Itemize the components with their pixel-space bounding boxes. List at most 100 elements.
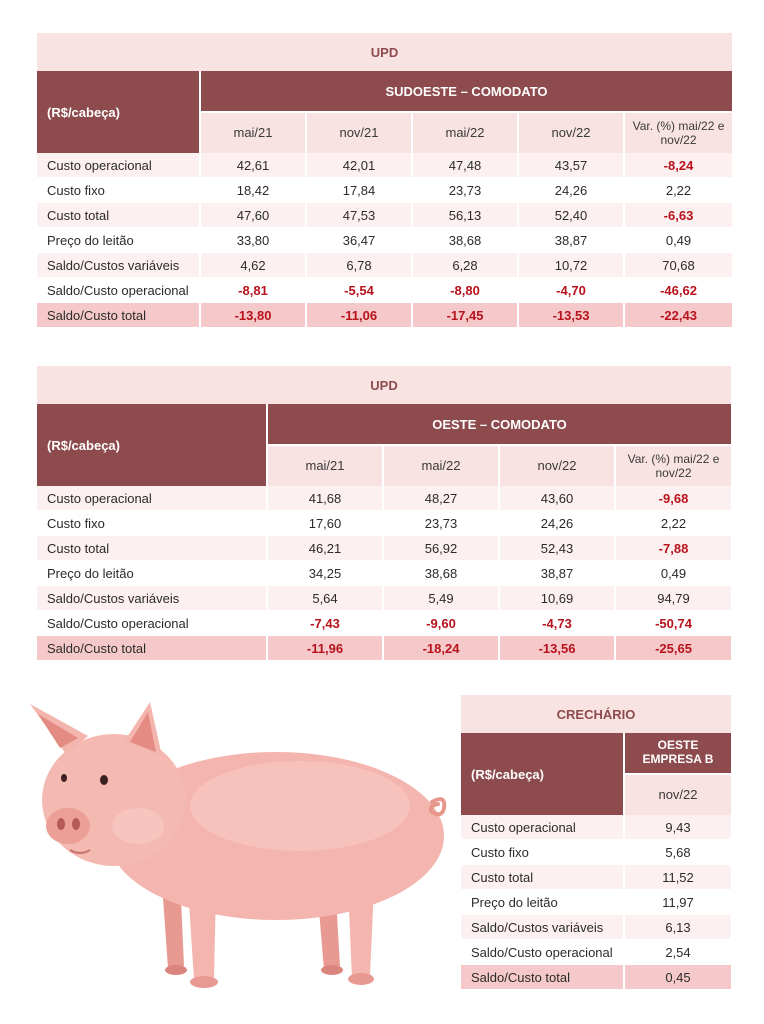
table-row: Saldo/Custo total -13,80 -11,06 -17,45 -13,5… bbox=[37, 303, 732, 328]
table-row: Saldo/Custo total 0,45 bbox=[461, 965, 731, 990]
cell-value: 56,92 bbox=[384, 536, 500, 561]
row-label: Custo operacional bbox=[461, 815, 625, 840]
table-row: Custo operacional 42,61 42,01 47,48 43,57 -8,… bbox=[37, 153, 732, 178]
row-label: Saldo/Custo operacional bbox=[37, 278, 201, 303]
row-label: Saldo/Custos variáveis bbox=[37, 253, 201, 278]
table-row: Saldo/Custos variáveis 4,62 6,78 6,28 10,72 7… bbox=[37, 253, 732, 278]
cell-value: -46,62 bbox=[625, 278, 732, 303]
cell-value: 34,25 bbox=[268, 561, 384, 586]
column-header: Var. (%) mai/22 e nov/22 bbox=[625, 111, 732, 153]
table-row: Saldo/Custo operacional -8,81 -5,54 -8,80 -4… bbox=[37, 278, 732, 303]
region-header: OESTE EMPRESA B bbox=[625, 733, 731, 773]
cell-value: 47,53 bbox=[307, 203, 413, 228]
cell-value: 11,52 bbox=[625, 865, 731, 890]
row-label: Saldo/Custo total bbox=[37, 303, 201, 328]
cell-value: -6,63 bbox=[625, 203, 732, 228]
cell-value: 0,49 bbox=[625, 228, 732, 253]
cell-value: 47,48 bbox=[413, 153, 519, 178]
cell-value: 11,97 bbox=[625, 890, 731, 915]
table-row: Custo total 47,60 47,53 56,13 52,40 -6,63 bbox=[37, 203, 732, 228]
cell-value: -8,81 bbox=[201, 278, 307, 303]
cell-value: -4,70 bbox=[519, 278, 625, 303]
row-label: Preço do leitão bbox=[37, 228, 201, 253]
cell-value: -50,74 bbox=[616, 611, 731, 636]
cell-value: 0,49 bbox=[616, 561, 731, 586]
pig-illustration bbox=[30, 702, 447, 988]
cell-value: 4,62 bbox=[201, 253, 307, 278]
cell-value: -13,56 bbox=[500, 636, 616, 661]
cell-value: 10,72 bbox=[519, 253, 625, 278]
row-label: Preço do leitão bbox=[461, 890, 625, 915]
cell-value: 48,27 bbox=[384, 486, 500, 511]
row-label: Custo total bbox=[37, 203, 201, 228]
cell-value: 42,01 bbox=[307, 153, 413, 178]
cell-value: 46,21 bbox=[268, 536, 384, 561]
cell-value: 23,73 bbox=[384, 511, 500, 536]
row-label: Saldo/Custo operacional bbox=[461, 940, 625, 965]
cell-value: -25,65 bbox=[616, 636, 731, 661]
table-row: Preço do leitão 33,80 36,47 38,68 38,87 0,49 bbox=[37, 228, 732, 253]
cell-value: -11,96 bbox=[268, 636, 384, 661]
cell-value: 6,13 bbox=[625, 915, 731, 940]
cell-value: 24,26 bbox=[519, 178, 625, 203]
cell-value: 36,47 bbox=[307, 228, 413, 253]
table-title: UPD bbox=[37, 366, 731, 404]
column-header: nov/22 bbox=[625, 773, 731, 815]
cell-value: 38,87 bbox=[519, 228, 625, 253]
cell-value: -13,80 bbox=[201, 303, 307, 328]
crechario-table: CRECHÁRIO (R$/cabeça) OESTE EMPRESA B no… bbox=[461, 695, 731, 990]
row-label: Custo fixo bbox=[461, 840, 625, 865]
row-label: Saldo/Custo total bbox=[461, 965, 625, 990]
cell-value: 23,73 bbox=[413, 178, 519, 203]
table-row: Custo total 11,52 bbox=[461, 865, 731, 890]
upd-oeste-table: UPD (R$/cabeça) OESTE – COMODATO mai/21 … bbox=[37, 366, 731, 661]
cell-value: 52,43 bbox=[500, 536, 616, 561]
cell-value: -7,43 bbox=[268, 611, 384, 636]
table-row: Saldo/Custo operacional 2,54 bbox=[461, 940, 731, 965]
cell-value: -13,53 bbox=[519, 303, 625, 328]
row-label: Preço do leitão bbox=[37, 561, 268, 586]
table-row: Preço do leitão 34,25 38,68 38,87 0,49 bbox=[37, 561, 731, 586]
cell-value: 42,61 bbox=[201, 153, 307, 178]
row-label: Custo operacional bbox=[37, 153, 201, 178]
cell-value: -8,24 bbox=[625, 153, 732, 178]
cell-value: 5,49 bbox=[384, 586, 500, 611]
cell-value: 38,87 bbox=[500, 561, 616, 586]
cell-value: 2,54 bbox=[625, 940, 731, 965]
cell-value: 43,60 bbox=[500, 486, 616, 511]
unit-header: (R$/cabeça) bbox=[461, 733, 625, 815]
cell-value: -5,54 bbox=[307, 278, 413, 303]
cell-value: 24,26 bbox=[500, 511, 616, 536]
cell-value: -22,43 bbox=[625, 303, 732, 328]
cell-value: 52,40 bbox=[519, 203, 625, 228]
cell-value: 2,22 bbox=[625, 178, 732, 203]
cell-value: -7,88 bbox=[616, 536, 731, 561]
cell-value: -18,24 bbox=[384, 636, 500, 661]
row-label: Custo total bbox=[461, 865, 625, 890]
cell-value: 70,68 bbox=[625, 253, 732, 278]
column-header: mai/22 bbox=[384, 444, 500, 486]
row-label: Custo fixo bbox=[37, 511, 268, 536]
table-row: Preço do leitão 11,97 bbox=[461, 890, 731, 915]
table-row: Custo fixo 5,68 bbox=[461, 840, 731, 865]
cell-value: -9,68 bbox=[616, 486, 731, 511]
table-row: Saldo/Custo operacional -7,43 -9,60 -4,73 -5… bbox=[37, 611, 731, 636]
cell-value: -8,80 bbox=[413, 278, 519, 303]
cell-value: 6,78 bbox=[307, 253, 413, 278]
cell-value: 56,13 bbox=[413, 203, 519, 228]
region-header: OESTE – COMODATO bbox=[268, 404, 731, 444]
unit-header: (R$/cabeça) bbox=[37, 404, 268, 486]
row-label: Saldo/Custos variáveis bbox=[461, 915, 625, 940]
table-title: UPD bbox=[37, 33, 732, 71]
column-header: nov/22 bbox=[519, 111, 625, 153]
table-row: Custo fixo 18,42 17,84 23,73 24,26 2,22 bbox=[37, 178, 732, 203]
cell-value: 5,64 bbox=[268, 586, 384, 611]
column-header: mai/21 bbox=[268, 444, 384, 486]
cell-value: 94,79 bbox=[616, 586, 731, 611]
cell-value: 43,57 bbox=[519, 153, 625, 178]
cell-value: 17,84 bbox=[307, 178, 413, 203]
column-header: Var. (%) mai/22 e nov/22 bbox=[616, 444, 731, 486]
table-row: Custo fixo 17,60 23,73 24,26 2,22 bbox=[37, 511, 731, 536]
cell-value: 9,43 bbox=[625, 815, 731, 840]
row-label: Saldo/Custo total bbox=[37, 636, 268, 661]
